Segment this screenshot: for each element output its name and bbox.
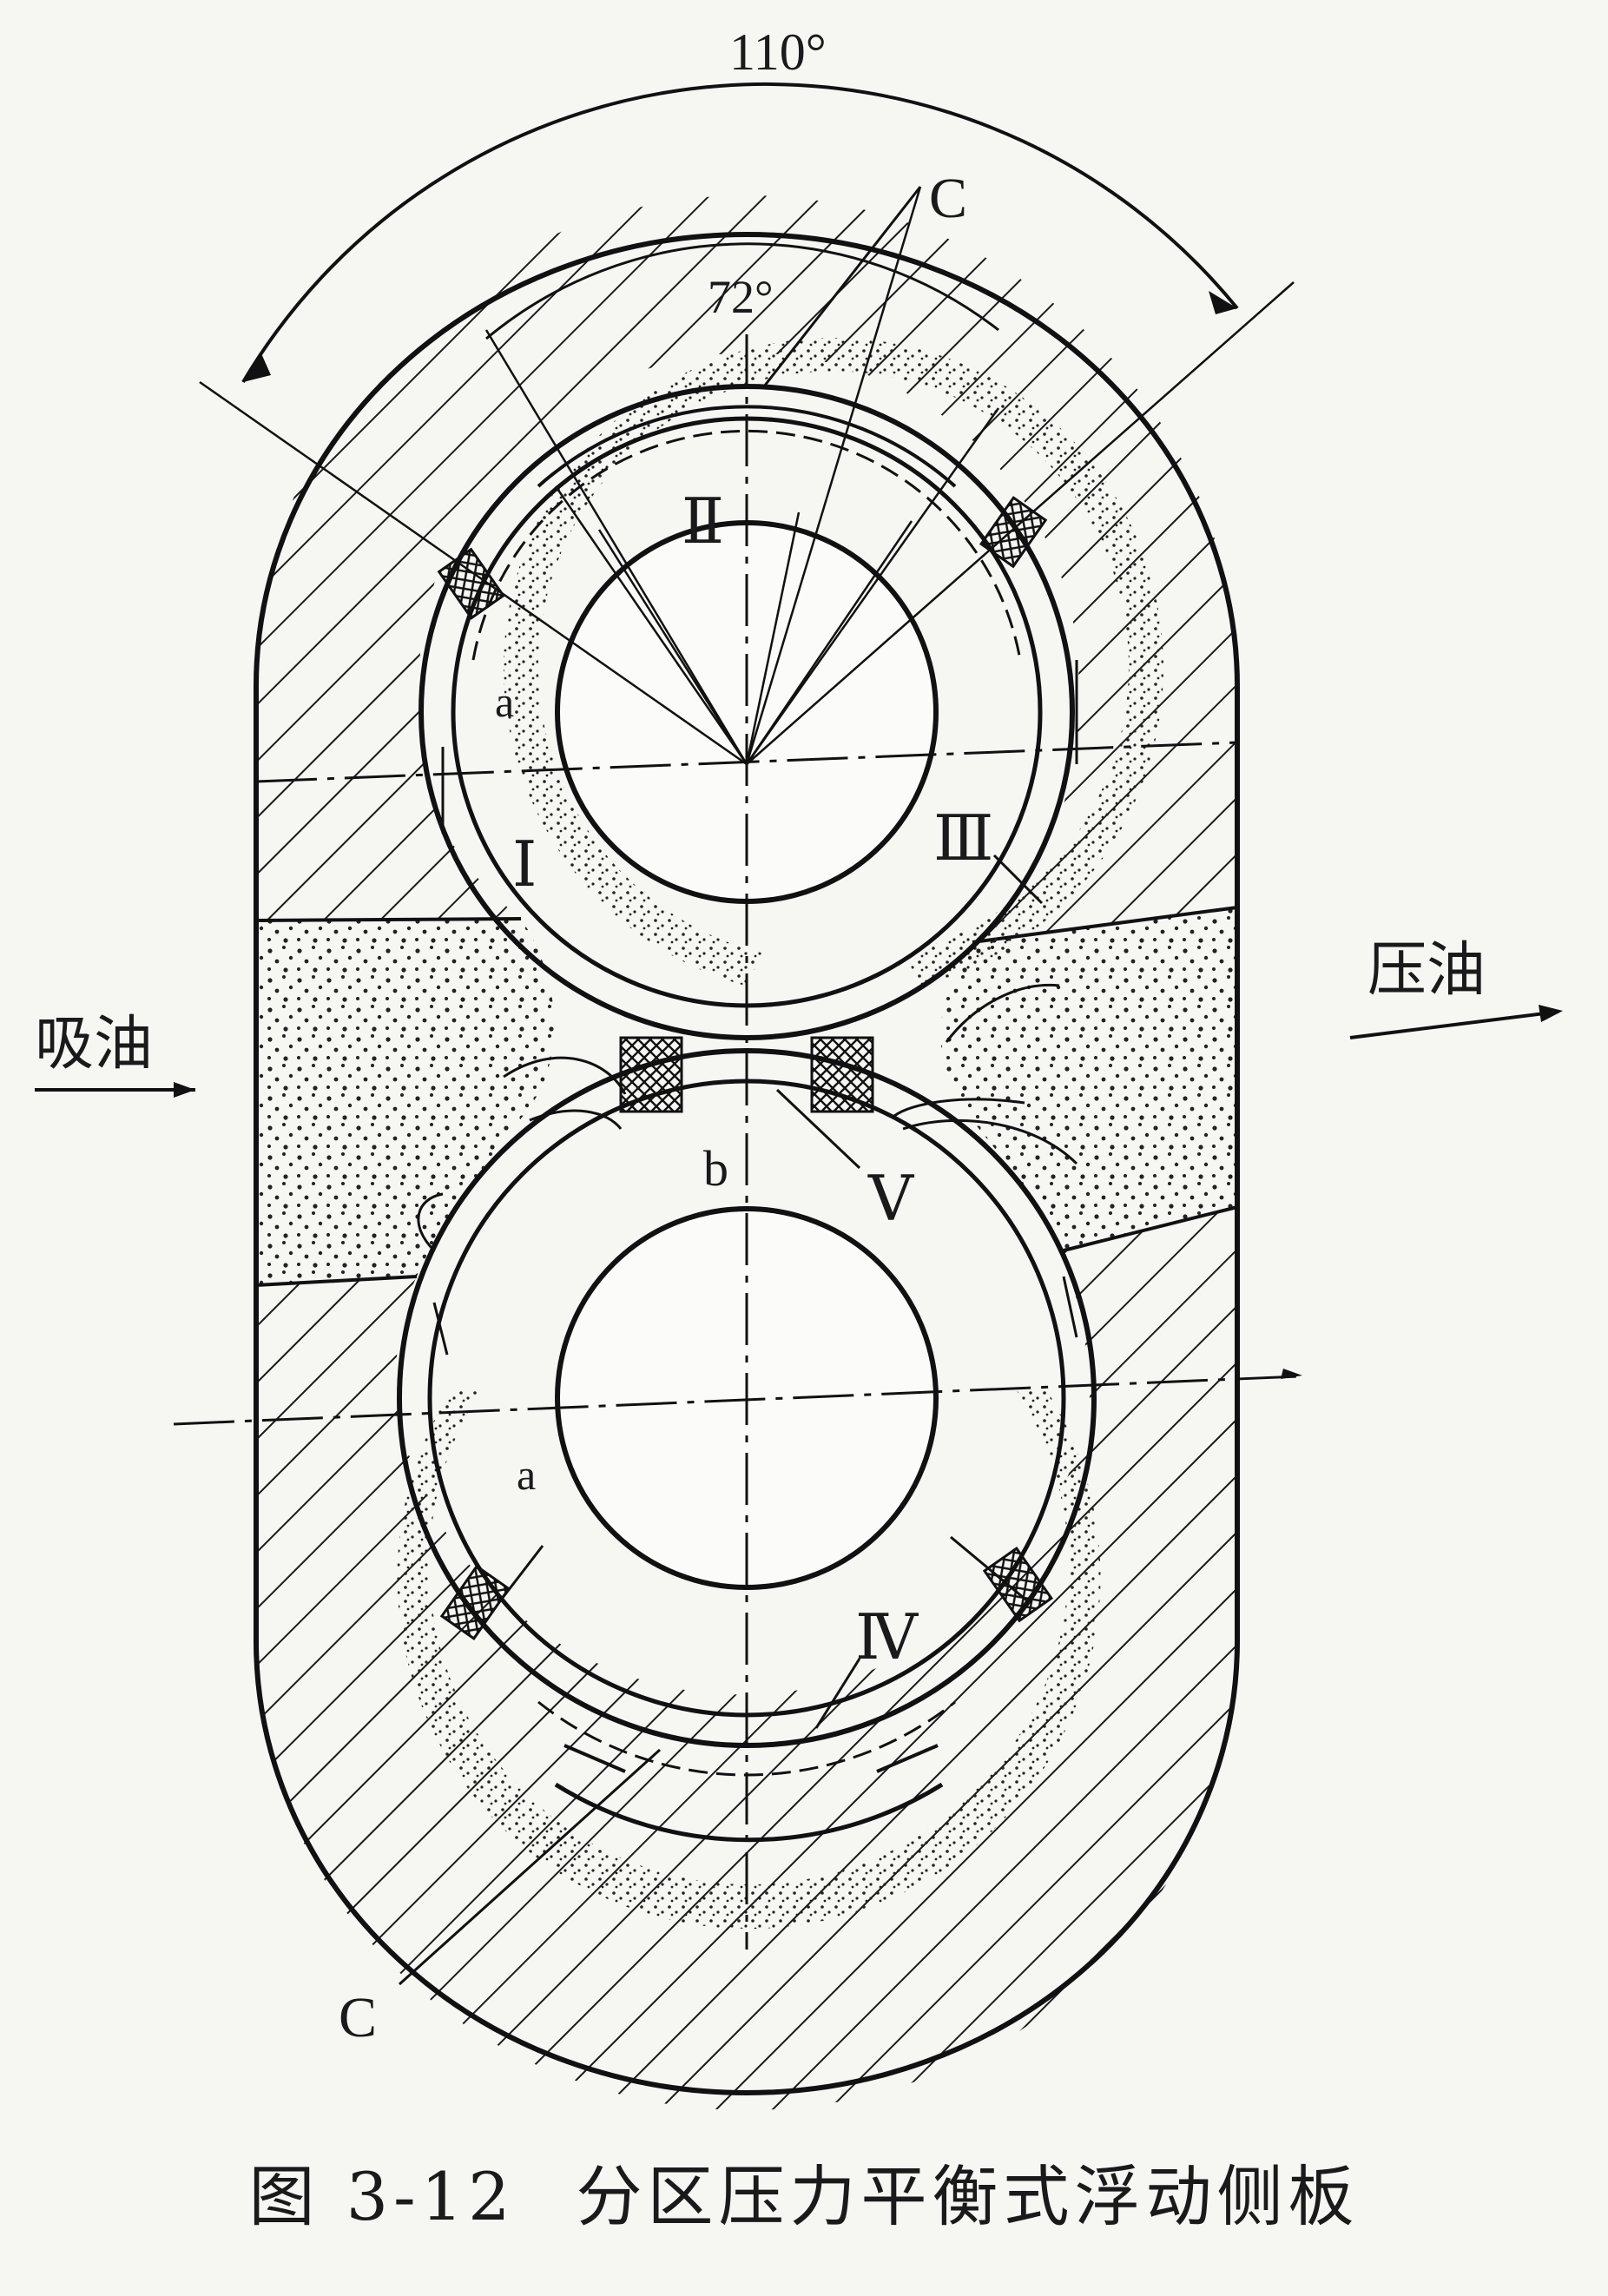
groove-b: b (703, 1140, 728, 1197)
dimension-110 (241, 82, 1239, 384)
seal-blocks (437, 496, 1054, 1640)
angle-rays (199, 186, 1295, 766)
angle-72-label: 72° (708, 271, 774, 323)
zone-v-label: Ⅴ (867, 1164, 915, 1234)
zone-iv-label: Ⅳ (855, 1603, 919, 1673)
zone-iii-label: Ⅲ (933, 804, 993, 874)
inlet-label: 吸油 (35, 1010, 153, 1079)
dimension-72 (485, 242, 999, 340)
section-line-bottom (398, 1748, 662, 1986)
groove-a-bottom: a (517, 1450, 536, 1499)
housing-bottom (256, 1207, 1237, 2110)
housing-outline (254, 232, 1240, 2095)
figure-number: 图 3-12 (248, 2158, 516, 2235)
oil-zones (256, 907, 1237, 1285)
inlet-arrow (35, 1082, 195, 1098)
figure-caption: 图 3-12 分区压力平衡式浮动侧板 (0, 2143, 1608, 2239)
leader-lines (498, 854, 1044, 1729)
figure-title: 分区压力平衡式浮动侧板 (576, 2158, 1360, 2235)
flow-arrows (417, 660, 1078, 1356)
zone-i-label: Ⅰ (512, 830, 537, 900)
outlet-arrow (1349, 1005, 1563, 1039)
outlet-label: 压油 (1367, 936, 1486, 1005)
section-c-top: C (929, 167, 967, 230)
zone-ii-label: Ⅱ (682, 487, 724, 557)
section-c-bottom: C (339, 1986, 377, 2049)
axis-arrowhead (1281, 1369, 1302, 1379)
groove-a-top: a (495, 677, 514, 726)
angle-110-label: 110° (729, 23, 827, 81)
section-line-top (762, 186, 922, 387)
